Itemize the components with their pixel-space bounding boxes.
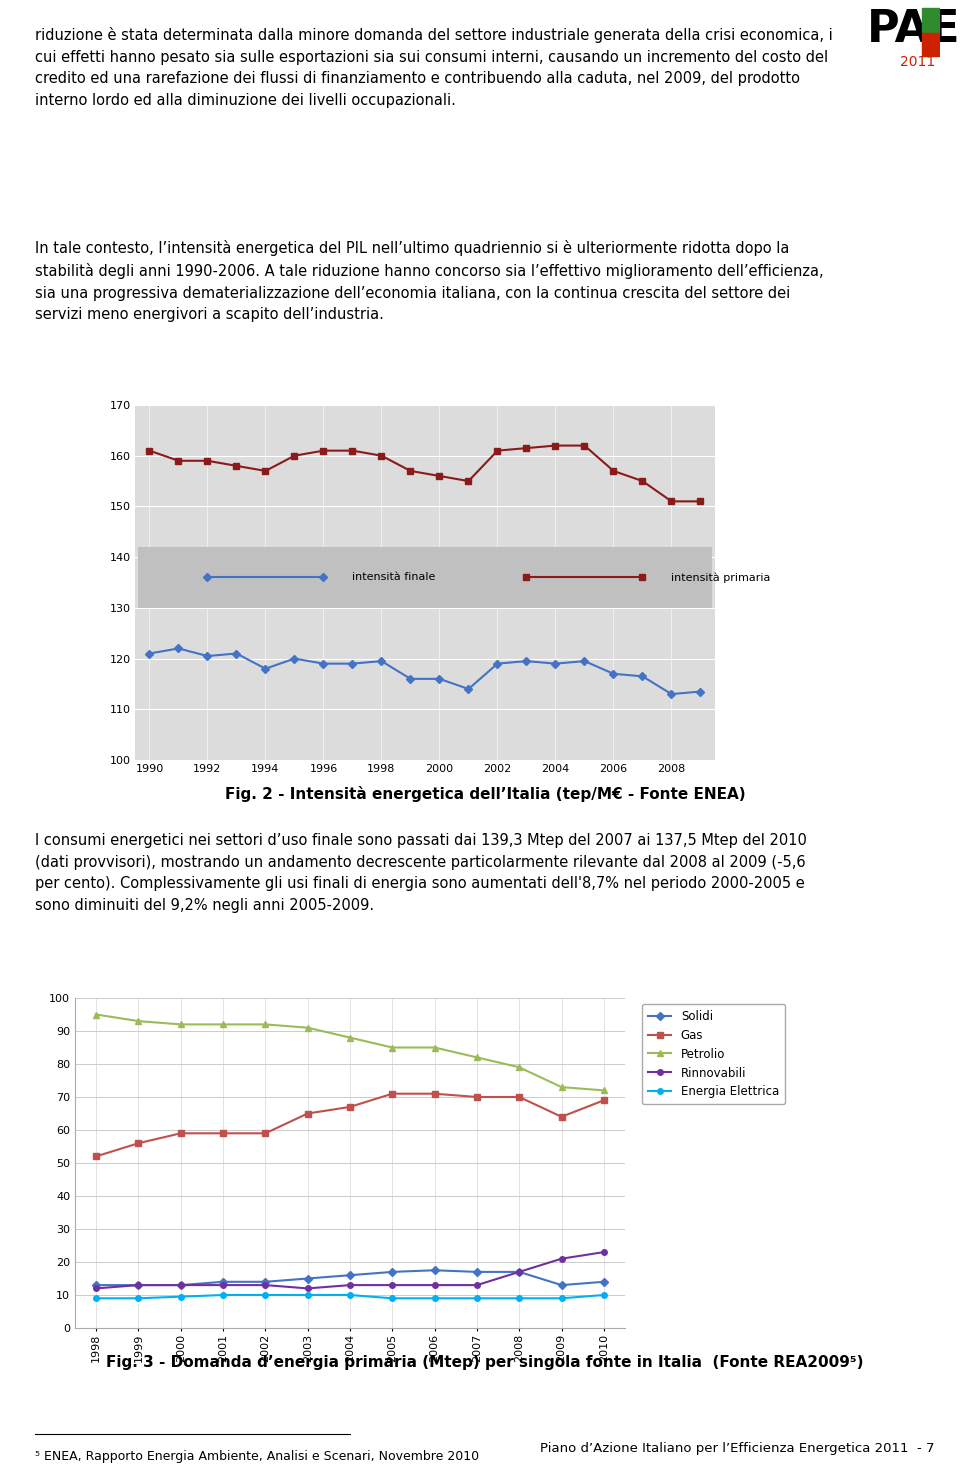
- Text: 2011: 2011: [900, 55, 935, 69]
- Bar: [138, 546, 712, 608]
- Text: Fig. 3 - Domanda d’energia primaria (Mtep) per singola fonte in Italia  (Fonte R: Fig. 3 - Domanda d’energia primaria (Mte…: [107, 1355, 864, 1370]
- Text: Piano d’Azione Italiano per l’Efficienza Energetica 2011  - 7: Piano d’Azione Italiano per l’Efficienza…: [540, 1442, 935, 1455]
- Text: intensità finale: intensità finale: [352, 573, 436, 582]
- Text: I consumi energetici nei settori d’uso finale sono passati dai 139,3 Mtep del 20: I consumi energetici nei settori d’uso f…: [35, 834, 806, 913]
- Text: intensità primaria: intensità primaria: [671, 572, 771, 583]
- Text: riduzione è stata determinata dalla minore domanda del settore industriale gener: riduzione è stata determinata dalla mino…: [35, 27, 832, 108]
- Bar: [922, 9, 940, 32]
- Legend: Solidi, Gas, Petrolio, Rinnovabili, Energia Elettrica: Solidi, Gas, Petrolio, Rinnovabili, Ener…: [642, 1005, 785, 1105]
- Text: ⁵ ENEA, Rapporto Energia Ambiente, Analisi e Scenari, Novembre 2010: ⁵ ENEA, Rapporto Energia Ambiente, Anali…: [35, 1449, 479, 1463]
- Bar: [922, 32, 940, 56]
- Text: In tale contesto, l’intensità energetica del PIL nell’ultimo quadriennio si è ul: In tale contesto, l’intensità energetica…: [35, 240, 824, 323]
- Text: Fig. 2 - Intensità energetica dell’Italia (tep/M€ - Fonte ENEA): Fig. 2 - Intensità energetica dell’Itali…: [225, 787, 745, 801]
- Text: PAE: PAE: [867, 9, 960, 52]
